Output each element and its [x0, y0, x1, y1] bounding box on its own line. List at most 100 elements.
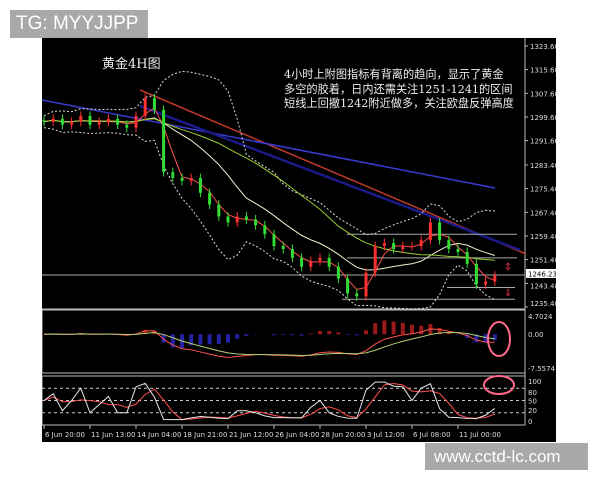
- annotation-line: 短线上回撤1242附近做多，关注欧盘反弹高度: [284, 97, 514, 110]
- candle: [226, 216, 230, 223]
- macd-histogram-bar: [391, 321, 396, 335]
- candle: [189, 177, 193, 181]
- macd-histogram-bar: [198, 334, 203, 345]
- candle: [272, 234, 276, 247]
- stochastic-axis-label: 100: [528, 378, 541, 386]
- macd-histogram-bar: [318, 331, 322, 335]
- macd-histogram-bar: [161, 334, 166, 343]
- candle: [346, 278, 350, 294]
- stochastic-d-line: [43, 382, 495, 421]
- x-tick-label: 18 Jun 21:00: [183, 431, 227, 439]
- candle: [254, 219, 258, 226]
- candle: [217, 204, 221, 217]
- candle: [152, 98, 156, 110]
- candle: [447, 240, 451, 249]
- macd-histogram-bar: [42, 334, 46, 335]
- macd-histogram-bar: [308, 333, 313, 335]
- up-arrow-icon: ⇕: [504, 262, 512, 273]
- y-tick-label: 1323.60: [530, 43, 556, 51]
- current-price-label: 1246.23: [528, 270, 556, 278]
- macd-histogram-bar: [410, 324, 414, 335]
- macd-histogram-bar: [244, 334, 249, 337]
- candle: [125, 124, 129, 128]
- candle: [70, 121, 74, 125]
- candle: [382, 243, 386, 247]
- macd-histogram-bar: [474, 334, 479, 343]
- candle: [171, 172, 175, 178]
- macd-histogram-bar: [207, 334, 212, 345]
- macd-histogram-bar: [235, 334, 240, 339]
- chart-title: 黄金4H图: [102, 57, 161, 72]
- stochastic-axis-label: 50: [528, 398, 537, 406]
- down-arrow-icon: ⇓: [504, 288, 512, 299]
- y-tick-label: 1291.60: [530, 138, 556, 146]
- macd-histogram-bar: [492, 334, 497, 341]
- candle: [51, 118, 55, 122]
- chart-annotation: 4小时上附图指标有背离的趋向，显示了黄金 多空的胶着，日内还需关注1251-12…: [284, 68, 514, 112]
- stochastic-axis-label: 20: [528, 407, 537, 415]
- y-tick-label: 1235.40: [530, 300, 556, 308]
- y-tick-label: 1307.60: [530, 90, 556, 98]
- x-tick-label: 21 Jun 12:00: [229, 431, 273, 439]
- candle: [143, 98, 147, 116]
- candle: [419, 240, 423, 247]
- candle: [364, 272, 368, 297]
- candle: [355, 293, 359, 297]
- macd-histogram-bar: [336, 332, 341, 335]
- macd-panel: [42, 309, 526, 374]
- macd-histogram-bar: [364, 330, 368, 335]
- candle: [263, 225, 267, 235]
- macd-histogram-bar: [400, 322, 405, 335]
- macd-histogram-bar: [382, 320, 387, 335]
- macd-histogram-bar: [216, 334, 221, 345]
- candle: [300, 257, 304, 267]
- candle: [401, 246, 405, 249]
- macd-axis-label: 0.00: [528, 331, 544, 339]
- candle: [60, 118, 64, 125]
- candle: [373, 246, 377, 273]
- annotation-line: 多空的胶着，日内还需关注1251-1241的区间: [284, 82, 513, 96]
- candle: [106, 118, 110, 122]
- trend-line-darkblue: [139, 104, 521, 252]
- macd-histogram-bar: [189, 334, 194, 346]
- macd-histogram-bar: [281, 334, 286, 335]
- stochastic-k-line: [43, 381, 496, 421]
- candle: [465, 251, 469, 264]
- candle: [438, 222, 442, 241]
- y-tick-label: 1275.40: [530, 186, 556, 194]
- macd-histogram-bar: [373, 323, 378, 335]
- bollinger-lower: [43, 127, 496, 310]
- x-tick-label: 14 Jun 04:00: [137, 431, 181, 439]
- current-price-box: [526, 268, 556, 278]
- ma-fast: [43, 107, 495, 290]
- watermark-top: TG: MYYJJPP: [10, 10, 148, 38]
- x-tick-label: 11 Jun 13:00: [91, 431, 135, 439]
- macd-histogram-bar: [327, 331, 332, 335]
- y-tick-label: 1315.60: [530, 67, 556, 75]
- macd-histogram-bar: [446, 332, 451, 335]
- candle: [244, 216, 248, 220]
- price-chart: 1323.60 1315.60 1307.60 1299.60 1291.60 1283.…: [42, 38, 556, 442]
- macd-histogram-bar: [437, 327, 442, 335]
- highlight-circle: [487, 321, 511, 357]
- ma-slow: [43, 118, 495, 261]
- macd-line: [43, 328, 495, 359]
- candle: [318, 257, 322, 261]
- watermark-bottom: www.cctd-lc.com: [425, 443, 588, 470]
- candle: [42, 120, 46, 122]
- bollinger-upper: [43, 70, 495, 236]
- x-tick-label: 11 Jul 00:00: [459, 431, 501, 439]
- candle: [309, 260, 313, 267]
- ma-mid: [43, 117, 495, 271]
- macd-histogram-bar: [483, 334, 488, 343]
- candle: [327, 257, 331, 267]
- x-tick-label: 6 Jun 20:00: [45, 431, 85, 439]
- annotation-line: 4小时上附图指标有背离的趋向，显示了黄金: [284, 68, 504, 81]
- candle: [493, 275, 497, 282]
- trend-line-blue: [42, 99, 496, 189]
- candle: [97, 121, 101, 125]
- candle: [134, 115, 138, 128]
- y-tick-label: 1251.40: [530, 257, 556, 265]
- candle: [208, 192, 212, 205]
- macd-histogram-bar: [170, 334, 175, 348]
